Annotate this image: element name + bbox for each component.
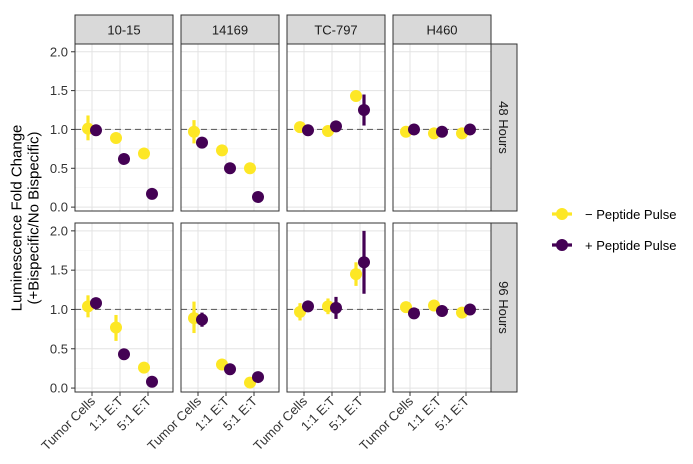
column-strip-label: 10-15 (107, 23, 140, 38)
y-tick-label: 1.0 (50, 302, 68, 317)
y-axes: 0.0 0.5 1.0 1.5 2.0 0.0 0.5 1.0 1.5 2.0 (50, 44, 75, 396)
point-plus-peptide (118, 348, 130, 361)
point-plus-peptide (118, 152, 130, 165)
panel-border (392, 43, 492, 212)
panel (286, 43, 386, 212)
panel-border (180, 43, 280, 212)
panel-border (286, 43, 386, 212)
point-plus-peptide (408, 123, 420, 136)
point-plus-peptide (224, 363, 236, 376)
column-strip-label: 14169 (212, 23, 248, 38)
point-minus-peptide (350, 90, 362, 103)
panel (74, 43, 174, 212)
point-plus-peptide (408, 307, 420, 320)
y-axis-title: Luminescence Fold Change (+Bispecific/No … (9, 125, 43, 312)
panel-border (180, 222, 280, 393)
point-plus-peptide (90, 124, 102, 137)
row-strip-label: 96 Hours (496, 281, 511, 334)
point-plus-peptide (436, 125, 448, 138)
column-strip: 14169 (180, 14, 280, 45)
point-plus-peptide (302, 300, 314, 313)
column-strip: 10-15 (74, 14, 174, 45)
point-plus-peptide (196, 313, 208, 326)
panel (286, 222, 386, 393)
y-tick-label: 0.0 (50, 200, 68, 215)
row-strip: 96 Hours (489, 222, 518, 393)
row-strip-bg (489, 43, 518, 212)
panel (180, 222, 280, 393)
column-strip-bg (74, 14, 174, 45)
point-plus-peptide (464, 123, 476, 136)
panel-border (392, 222, 492, 393)
y-axis-title-line: Luminescence Fold Change (9, 125, 26, 312)
legend-label: + Peptide Pulse (585, 238, 676, 253)
panel-border (286, 222, 386, 393)
point-minus-peptide (110, 131, 122, 144)
y-tick-label: 0.5 (50, 161, 68, 176)
point-plus-peptide (302, 124, 314, 137)
point-plus-peptide (330, 301, 342, 314)
row-strip-label: 48 Hours (496, 101, 511, 154)
legend-item: + Peptide Pulse (552, 238, 676, 253)
panel (392, 222, 492, 393)
y-tick-label: 1.5 (50, 263, 68, 278)
legend-item: − Peptide Pulse (552, 207, 676, 222)
panel-grid: 10-15 14169 TC-797 H460 48 Hours 96 Hours (74, 14, 518, 393)
panel (392, 43, 492, 212)
column-strip-bg (180, 14, 280, 45)
legend-key-point (556, 239, 568, 251)
point-plus-peptide (196, 136, 208, 149)
point-plus-peptide (90, 297, 102, 310)
column-strip-bg (392, 14, 492, 45)
point-minus-peptide (110, 321, 122, 334)
y-tick-label: 1.5 (50, 83, 68, 98)
y-tick-label: 2.0 (50, 223, 68, 238)
column-strip-label: H460 (426, 23, 457, 38)
point-plus-peptide (224, 162, 236, 175)
point-minus-peptide (138, 147, 150, 160)
point-minus-peptide (244, 162, 256, 175)
panel-border (74, 43, 174, 212)
legend-label: − Peptide Pulse (585, 207, 676, 222)
point-plus-peptide (464, 303, 476, 316)
panel (180, 43, 280, 212)
point-minus-peptide (138, 361, 150, 374)
column-strip: TC-797 (286, 14, 386, 45)
y-axis-title-line: (+Bispecific/No Bispecific) (26, 132, 43, 305)
point-plus-peptide (252, 371, 264, 384)
panel-border (74, 222, 174, 393)
column-strip: H460 (392, 14, 492, 45)
point-minus-peptide (188, 125, 200, 138)
point-minus-peptide (350, 268, 362, 281)
row-strip: 48 Hours (489, 43, 518, 212)
point-minus-peptide (216, 144, 228, 157)
y-tick-label: 2.0 (50, 44, 68, 59)
y-tick-label: 1.0 (50, 122, 68, 137)
point-plus-peptide (436, 305, 448, 318)
point-plus-peptide (358, 104, 370, 117)
legend-key-point (556, 208, 568, 220)
legend: − Peptide Pulse + Peptide Pulse (552, 207, 676, 253)
y-tick-label: 0.5 (50, 341, 68, 356)
point-plus-peptide (146, 187, 158, 200)
point-plus-peptide (252, 191, 264, 204)
point-plus-peptide (146, 375, 158, 388)
point-plus-peptide (358, 256, 370, 269)
column-strip-label: TC-797 (314, 23, 357, 38)
panel (74, 222, 174, 393)
y-tick-label: 0.0 (50, 381, 68, 396)
point-plus-peptide (330, 120, 342, 133)
